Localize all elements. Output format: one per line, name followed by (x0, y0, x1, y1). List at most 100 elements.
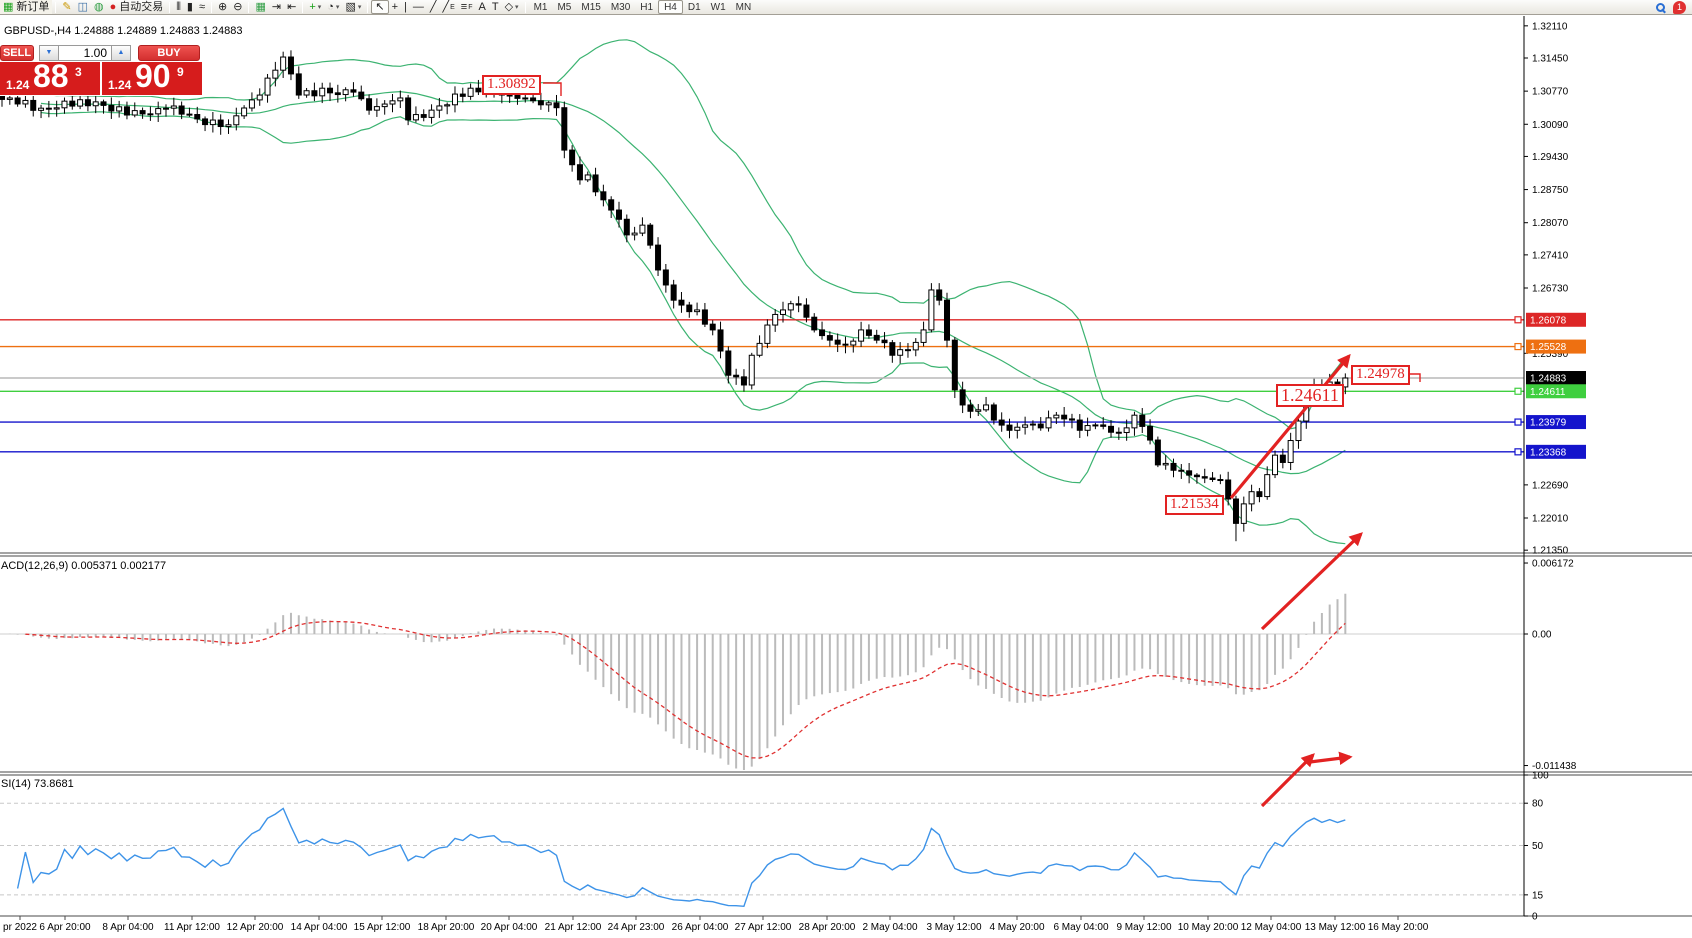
search-icon[interactable] (1656, 2, 1665, 12)
chevron-down-icon: ▾ (357, 3, 362, 11)
buy-button[interactable]: BUY (138, 44, 200, 61)
indicators-add-icon[interactable]: + ▾ (306, 0, 324, 14)
periods-icon: ◔ (327, 1, 334, 13)
fibonacci-icon-letter: F (468, 4, 473, 11)
chevron-down-icon: ▾ (515, 3, 519, 11)
auto-trading-button[interactable]: ● 自动交易 (107, 0, 167, 14)
tf-d1[interactable]: D1 (687, 1, 701, 13)
zoom-in-icon[interactable]: ⊕ (215, 0, 230, 14)
notifications-icon[interactable]: 1 (1673, 0, 1686, 14)
fibonacci-icon: ≡ (460, 1, 468, 13)
svg-text:1.21350: 1.21350 (1532, 546, 1569, 557)
line-chart-icon[interactable]: ≈ (196, 0, 208, 14)
chevron-down-icon: ▾ (335, 3, 340, 11)
tf-m1[interactable]: M1 (533, 1, 548, 13)
signals-icon[interactable]: ◍ (91, 0, 107, 14)
svg-text:12 May 04:00: 12 May 04:00 (1241, 922, 1302, 933)
tf-h4[interactable]: H4 (658, 0, 683, 14)
vertical-line-icon[interactable]: | (401, 0, 410, 14)
trendline-icon[interactable]: ╱ (427, 0, 440, 14)
chevron-down-icon: ▾ (317, 3, 322, 11)
svg-text:1.25528: 1.25528 (1530, 342, 1567, 353)
time-axis: pr 2022 6 Apr 20:00 8 Apr 04:00 11 Apr 12:0… (3, 916, 1429, 933)
tile-windows-icon[interactable]: ▦ (252, 0, 268, 14)
bar-chart-icon: ⫴ (176, 1, 181, 13)
metaeditor-icon[interactable]: ✎ (59, 0, 74, 14)
volume-down-button[interactable]: ▼ (39, 44, 59, 61)
arrows-icon[interactable]: ◇ ▾ (502, 0, 522, 14)
text-icon: A (478, 1, 486, 13)
horizontal-line-icon[interactable]: — (410, 0, 427, 14)
sell-button[interactable]: SELL (0, 44, 34, 61)
bar-chart-icon[interactable]: ⫴ (173, 0, 184, 14)
quote-prices: 1.24 88 3 1.24 90 9 (0, 62, 202, 95)
toolbar-separator (169, 1, 171, 13)
cursor-icon: ↖ (375, 1, 385, 13)
tf-m15[interactable]: M15 (581, 1, 601, 13)
buy-quote[interactable]: 1.24 90 9 (102, 62, 202, 95)
svg-text:6 May 04:00: 6 May 04:00 (1053, 922, 1108, 933)
sell-quote[interactable]: 1.24 88 3 (0, 62, 100, 95)
tf-h1[interactable]: H1 (640, 1, 654, 13)
svg-text:1.23979: 1.23979 (1530, 418, 1567, 429)
svg-text:0.00: 0.00 (1532, 630, 1552, 641)
svg-text:9 May 12:00: 9 May 12:00 (1116, 922, 1171, 933)
crosshair-icon[interactable]: + (389, 0, 401, 14)
new-order-button-label: 新订单 (16, 0, 50, 13)
text-icon[interactable]: A (476, 0, 489, 14)
tf-w1[interactable]: W1 (710, 1, 726, 13)
svg-text:1.29430: 1.29430 (1532, 152, 1569, 163)
tile-windows-icon: ▦ (255, 1, 266, 13)
auto-trading-button: ● (109, 1, 117, 13)
auto-trading-button-label: 自动交易 (119, 0, 164, 13)
zoom-out-icon: ⊖ (233, 1, 243, 13)
arrows-icon: ◇ (504, 1, 514, 13)
volume-input[interactable] (59, 44, 111, 61)
templates-icon[interactable]: ▧ ▾ (342, 0, 364, 14)
svg-text:1.26078: 1.26078 (1530, 315, 1567, 326)
tf-m5[interactable]: M5 (557, 1, 572, 13)
line-chart-icon: ≈ (198, 1, 206, 13)
buy-price-sup: 9 (177, 65, 184, 79)
svg-text:28 Apr 20:00: 28 Apr 20:00 (799, 922, 856, 933)
toolbar-separator (302, 1, 304, 13)
toolbar-separator (248, 1, 250, 13)
one-click-trading-panel: SELL ▼ ▲ BUY 1.24 88 3 1.24 90 9 (0, 44, 202, 96)
svg-text:1.28750: 1.28750 (1532, 185, 1569, 196)
svg-text:1.22690: 1.22690 (1532, 480, 1569, 491)
tf-m30[interactable]: M30 (610, 1, 631, 13)
price-annotation-1.30892: 1.30892 (482, 75, 541, 95)
candlestick-chart-icon[interactable]: ▮ (184, 0, 196, 14)
cursor-icon[interactable]: ↖ (371, 0, 389, 14)
new-order-button[interactable]: ▦ 新订单 (0, 0, 53, 14)
text-label-icon[interactable]: T (489, 0, 502, 14)
volume-up-button[interactable]: ▲ (111, 44, 131, 61)
rsi-indicator-label: SI(14) 73.8681 (1, 778, 74, 790)
chart-shift-icon: ⇤ (287, 1, 297, 13)
toolbar-separator (55, 1, 57, 13)
svg-text:1.27410: 1.27410 (1532, 250, 1569, 261)
new-order-button: ▦ (3, 1, 14, 13)
svg-text:1.30770: 1.30770 (1532, 87, 1569, 98)
tf-mn[interactable]: MN (735, 1, 752, 13)
auto-scroll-icon[interactable]: ⇥ (269, 0, 284, 14)
macd-pane (0, 593, 1524, 770)
chart-shift-icon[interactable]: ⇤ (284, 0, 299, 14)
fibonacci-icon[interactable]: ≡ F (458, 0, 476, 14)
zoom-in-icon: ⊕ (218, 1, 228, 13)
equidistant-channel-icon[interactable]: ╱ E (440, 0, 458, 14)
svg-text:1.31450: 1.31450 (1532, 54, 1569, 65)
toolbar-right-icons: 1 (1656, 0, 1692, 14)
svg-text:1.28070: 1.28070 (1532, 218, 1569, 229)
periods-icon[interactable]: ◔ ▾ (324, 0, 342, 14)
price-annotation-1.21534: 1.21534 (1165, 495, 1224, 515)
market-watch-icon[interactable]: ◫ (75, 0, 91, 14)
svg-text:18 Apr 20:00: 18 Apr 20:00 (418, 922, 475, 933)
zoom-out-icon[interactable]: ⊖ (230, 0, 245, 14)
price-axis: 1.32110 1.31450 1.30770 1.30090 1.29430 1.287… (1524, 21, 1586, 557)
signals-icon: ◍ (94, 1, 104, 13)
svg-text:pr 2022: pr 2022 (3, 922, 37, 933)
